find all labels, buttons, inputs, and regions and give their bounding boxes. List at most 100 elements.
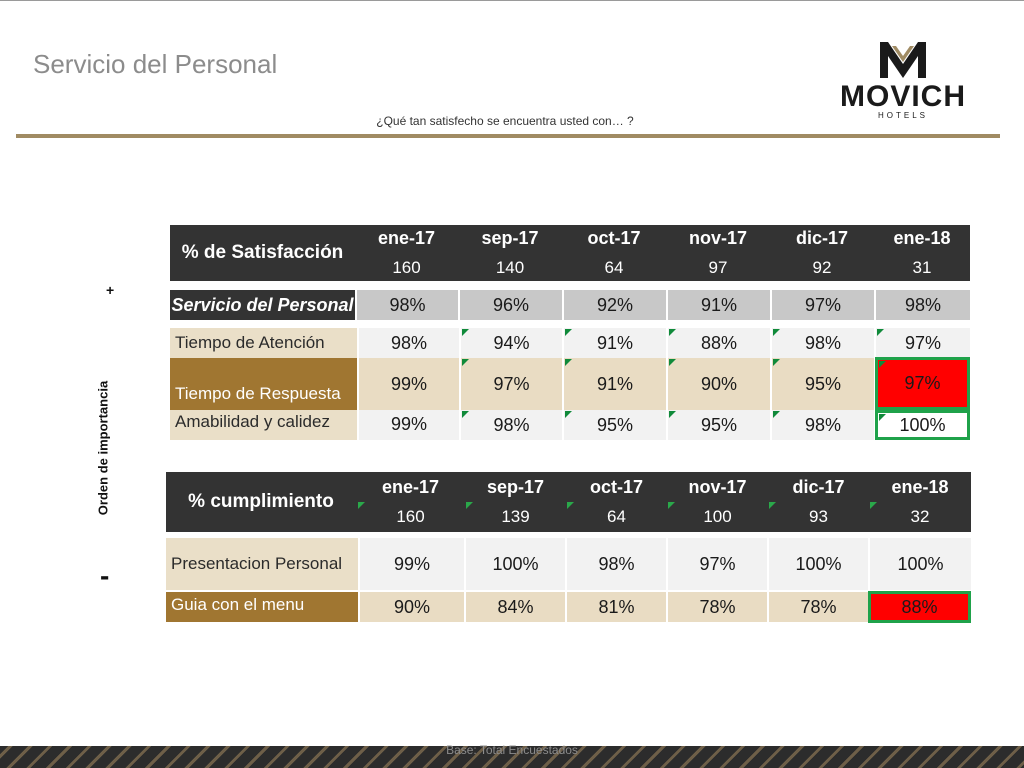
comp-col-n: 139 <box>501 507 530 526</box>
sat-col-n: 64 <box>604 258 624 277</box>
table-cell: 98% <box>461 410 562 440</box>
compliance-title-text: % cumplimiento <box>188 491 334 512</box>
importance-axis-label: Orden de importancia <box>95 380 111 516</box>
comment-marker-icon <box>877 329 884 336</box>
highlighted-cell: 100% <box>875 410 970 440</box>
table-cell: 97% <box>668 538 767 590</box>
comment-marker-icon <box>565 329 572 336</box>
comp-col-month: oct-17 <box>589 477 643 497</box>
sat-col-n: 92 <box>812 258 832 277</box>
highlighted-cell: 97% <box>875 357 970 410</box>
importance-plus-marker: + <box>106 282 115 298</box>
row-label-presentacion: Presentacion Personal <box>166 538 358 590</box>
summary-cell: 98% <box>357 290 458 320</box>
cell-value: 91% <box>596 373 634 394</box>
comment-marker-icon <box>773 359 780 366</box>
row-label-amabilidad: Amabilidad y calidez <box>170 410 357 440</box>
row-label-tiempo-atencion: Tiempo de Atención <box>170 328 357 358</box>
comp-col-header: ene-18 32 <box>869 472 971 532</box>
comment-marker-icon <box>565 359 572 366</box>
comp-col-header: ene-17 160 <box>356 472 465 532</box>
cell-value: 94% <box>493 332 530 353</box>
comp-col-n: 100 <box>703 507 732 526</box>
comp-col-n: 93 <box>809 507 828 526</box>
comment-marker-icon <box>669 329 676 336</box>
comp-col-n: 64 <box>607 507 626 526</box>
table-cell: 99% <box>360 538 464 590</box>
summary-cell: 97% <box>772 290 874 320</box>
cell-value: 95% <box>700 414 738 435</box>
table-cell: 100% <box>466 538 565 590</box>
comment-marker-icon <box>567 502 574 509</box>
comment-marker-icon <box>870 502 877 509</box>
cell-value: 91% <box>596 332 634 353</box>
comp-col-month: nov-17 <box>688 477 747 497</box>
sat-col-n: 140 <box>495 258 525 277</box>
cell-value: 97% <box>904 373 941 393</box>
cell-value: 98% <box>804 332 842 353</box>
table-cell: 98% <box>772 410 874 440</box>
footer-pattern-band <box>0 746 1024 768</box>
summary-row-label: Servicio del Personal <box>170 290 355 320</box>
sat-col-month: oct-17 <box>587 228 641 248</box>
table-cell: 78% <box>668 592 767 622</box>
table-cell: 99% <box>359 410 459 440</box>
cell-value: 98% <box>804 414 842 435</box>
comment-marker-icon <box>669 359 676 366</box>
comment-marker-icon <box>879 361 886 368</box>
sat-col-header: sep-17 140 <box>458 225 562 281</box>
cell-value: 100% <box>899 414 946 435</box>
table-cell: 97% <box>461 358 562 410</box>
comment-marker-icon <box>462 359 469 366</box>
sat-col-month: sep-17 <box>481 228 539 248</box>
comment-marker-icon <box>773 329 780 336</box>
sat-col-header: nov-17 97 <box>666 225 770 281</box>
table-cell: 98% <box>359 328 459 358</box>
logo-wordmark: MOVICH <box>840 80 966 113</box>
table-cell: 98% <box>772 328 874 358</box>
table-cell: 95% <box>668 410 770 440</box>
sat-col-month: dic-17 <box>795 228 849 248</box>
sat-col-month: ene-18 <box>893 228 951 248</box>
comp-col-month: ene-18 <box>891 477 949 497</box>
cell-value: 88% <box>700 332 738 353</box>
cell-value: 97% <box>493 373 530 394</box>
satisfaction-table-title: % de Satisfacción <box>170 225 355 281</box>
sat-col-header: oct-17 64 <box>562 225 666 281</box>
table-cell: 90% <box>668 358 770 410</box>
table-cell: 81% <box>567 592 666 622</box>
table-cell: 84% <box>466 592 565 622</box>
comment-marker-icon <box>669 411 676 418</box>
header-rule <box>16 134 1000 138</box>
summary-cell: 91% <box>668 290 770 320</box>
table-cell: 95% <box>564 410 666 440</box>
comment-marker-icon <box>769 502 776 509</box>
table-cell: 98% <box>567 538 666 590</box>
sat-col-month: nov-17 <box>688 228 748 248</box>
highlighted-cell: 88% <box>868 591 971 623</box>
comment-marker-icon <box>668 502 675 509</box>
table-cell: 100% <box>769 538 868 590</box>
question-subtitle: ¿Qué tan satisfecho se encuentra usted c… <box>376 114 634 128</box>
comp-col-month: ene-17 <box>381 477 440 497</box>
table-cell: 100% <box>870 538 971 590</box>
comment-marker-icon <box>773 411 780 418</box>
cell-value: 95% <box>804 373 842 394</box>
table-cell: 90% <box>360 592 464 622</box>
summary-cell: 96% <box>460 290 562 320</box>
table-cell: 97% <box>876 328 970 358</box>
table-cell: 88% <box>668 328 770 358</box>
comment-marker-icon <box>466 502 473 509</box>
cell-value: 95% <box>596 414 634 435</box>
comp-col-header: dic-17 93 <box>768 472 869 532</box>
summary-cell: 92% <box>564 290 666 320</box>
comp-col-n: 32 <box>910 507 930 526</box>
comp-col-n: 160 <box>396 507 425 526</box>
cell-value: 90% <box>700 373 738 394</box>
sat-col-header: ene-17 160 <box>355 225 458 281</box>
cell-value: 97% <box>904 332 942 353</box>
row-label-guia-menu: Guia con el menu <box>166 592 358 622</box>
comment-marker-icon <box>565 411 572 418</box>
comment-marker-icon <box>879 414 886 421</box>
sat-col-n: 97 <box>708 258 728 277</box>
